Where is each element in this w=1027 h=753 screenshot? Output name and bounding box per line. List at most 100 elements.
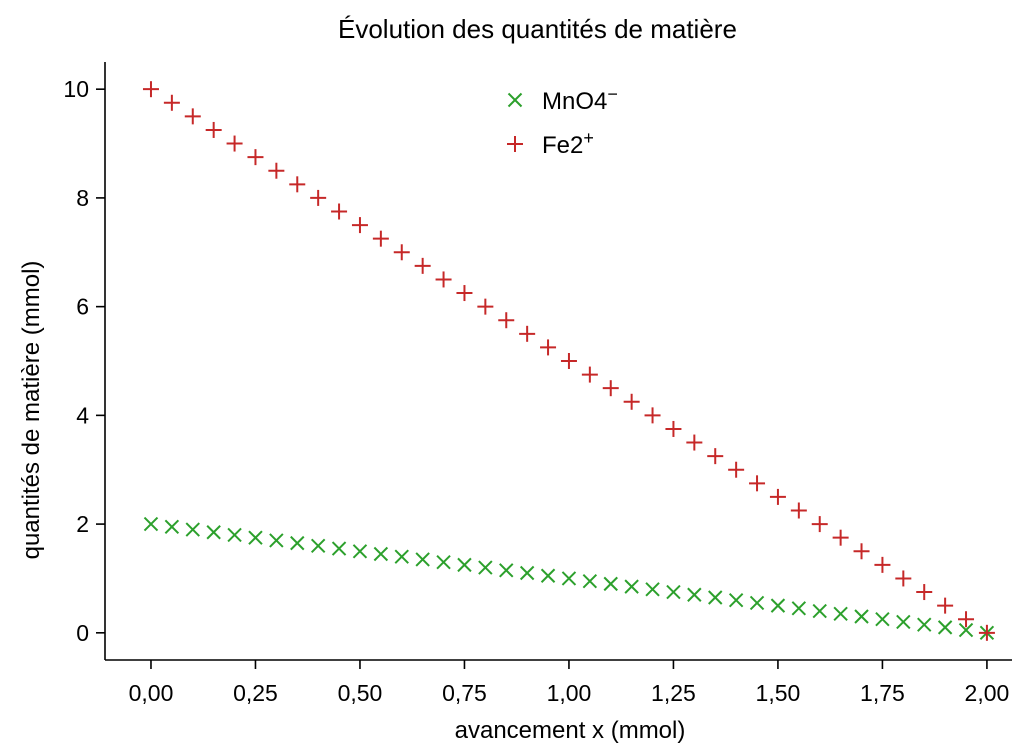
mno4-point [958, 622, 974, 638]
mno4-point [728, 592, 744, 608]
fe2-point [205, 121, 222, 138]
mno4-point [248, 530, 263, 545]
legend-marker-fe2 [507, 136, 523, 152]
mno4-point [499, 563, 514, 578]
fe2-point [749, 475, 766, 492]
series-mno4 [143, 516, 995, 641]
fe2-point [895, 570, 912, 587]
mno4-point [770, 598, 786, 613]
x-tick-label: 0,50 [338, 680, 383, 706]
mno4-point [937, 620, 953, 635]
ticks: 0,00 0,25 0,50 0,75 1,00 1,25 1,50 1,75 2,00 0 2 4 6… [63, 76, 1009, 706]
fe2-point [435, 271, 452, 288]
mno4-point [687, 587, 702, 602]
mno4-point [457, 557, 472, 573]
mno4-point [833, 606, 848, 621]
fe2-point [498, 312, 515, 329]
mno4-point [227, 527, 242, 543]
mno4-point [896, 614, 911, 630]
fe2-point [560, 353, 577, 369]
fe2-point [414, 257, 431, 274]
y-tick-label: 2 [76, 511, 89, 537]
mno4-point [185, 522, 200, 537]
mno4-point [666, 584, 681, 600]
fe2-point [477, 298, 494, 315]
mno4-point [436, 554, 451, 570]
x-tick-label: 1,25 [651, 680, 696, 706]
mno4-point [854, 609, 869, 624]
x-tick-label: 0,75 [442, 680, 487, 706]
fe2-point [247, 149, 264, 166]
fe2-point [769, 488, 786, 505]
fe2-point [310, 189, 327, 206]
mno4-point [791, 601, 807, 616]
y-tick-label: 8 [76, 185, 89, 211]
fe2-point [853, 543, 870, 560]
mno4-point [582, 573, 598, 589]
fe2-point [665, 420, 682, 437]
fe2-point [874, 556, 891, 573]
fe2-point [268, 162, 285, 179]
mno4-point [540, 568, 556, 583]
mno4-point [143, 516, 159, 532]
fe2-point [289, 176, 306, 193]
fe2-point [602, 380, 619, 397]
x-tick-label: 0,25 [233, 680, 278, 706]
fe2-point [811, 516, 828, 533]
y-tick-label: 0 [76, 620, 89, 646]
fe2-point [728, 461, 745, 478]
mno4-point [708, 590, 723, 605]
fe2-point [790, 502, 807, 519]
mno4-point [917, 617, 932, 632]
fe2-point [456, 285, 473, 302]
y-tick-label: 10 [63, 76, 89, 102]
mno4-point [331, 541, 347, 556]
fe2-point [832, 529, 849, 546]
fe2-point [937, 597, 954, 614]
fe2-point [163, 94, 180, 111]
y-tick-label: 6 [76, 294, 89, 320]
mno4-point [164, 519, 180, 535]
fe2-point [644, 407, 661, 424]
x-axis-title: avancement x (mmol) [455, 717, 686, 744]
x-tick-label: 2,00 [965, 680, 1010, 706]
fe2-point [623, 393, 640, 410]
fe2-point [226, 135, 243, 152]
mno4-point [290, 535, 305, 551]
mno4-point [561, 571, 577, 586]
mno4-point [875, 612, 890, 627]
y-tick-label: 4 [76, 402, 89, 428]
data-marks [142, 81, 995, 641]
series-fe2 [142, 81, 995, 641]
mno4-point [478, 560, 493, 575]
legend-label-mno4: MnO4− [542, 84, 618, 115]
mno4-point [352, 544, 368, 559]
fe2-point [351, 217, 368, 234]
mno4-point [373, 546, 389, 562]
mno4-point [310, 538, 326, 554]
x-tick-label: 1,00 [547, 680, 592, 706]
mno4-point [812, 603, 827, 619]
mno4-point [394, 549, 409, 564]
mno4-point [206, 525, 221, 540]
chart-title: Évolution des quantités de matière [338, 14, 737, 44]
mno4-point [624, 579, 639, 594]
fe2-point [372, 230, 389, 247]
mno4-point [645, 582, 660, 597]
fe2-point [686, 434, 703, 451]
fe2-point [184, 108, 201, 125]
y-axis-title: quantités de matière (mmol) [18, 261, 45, 560]
mno4-point [749, 595, 765, 611]
legend-label-fe2: Fe2+ [542, 128, 594, 159]
mno4-point [415, 552, 430, 567]
legend: MnO4− Fe2+ [507, 84, 618, 159]
fe2-point [519, 325, 536, 342]
fe2-point [978, 624, 995, 641]
mno4-point [603, 576, 618, 592]
x-tick-label: 1,75 [860, 680, 905, 706]
mno4-point [269, 533, 284, 548]
fe2-point [916, 584, 933, 601]
fe2-point [540, 339, 557, 356]
fe2-point [331, 203, 348, 220]
